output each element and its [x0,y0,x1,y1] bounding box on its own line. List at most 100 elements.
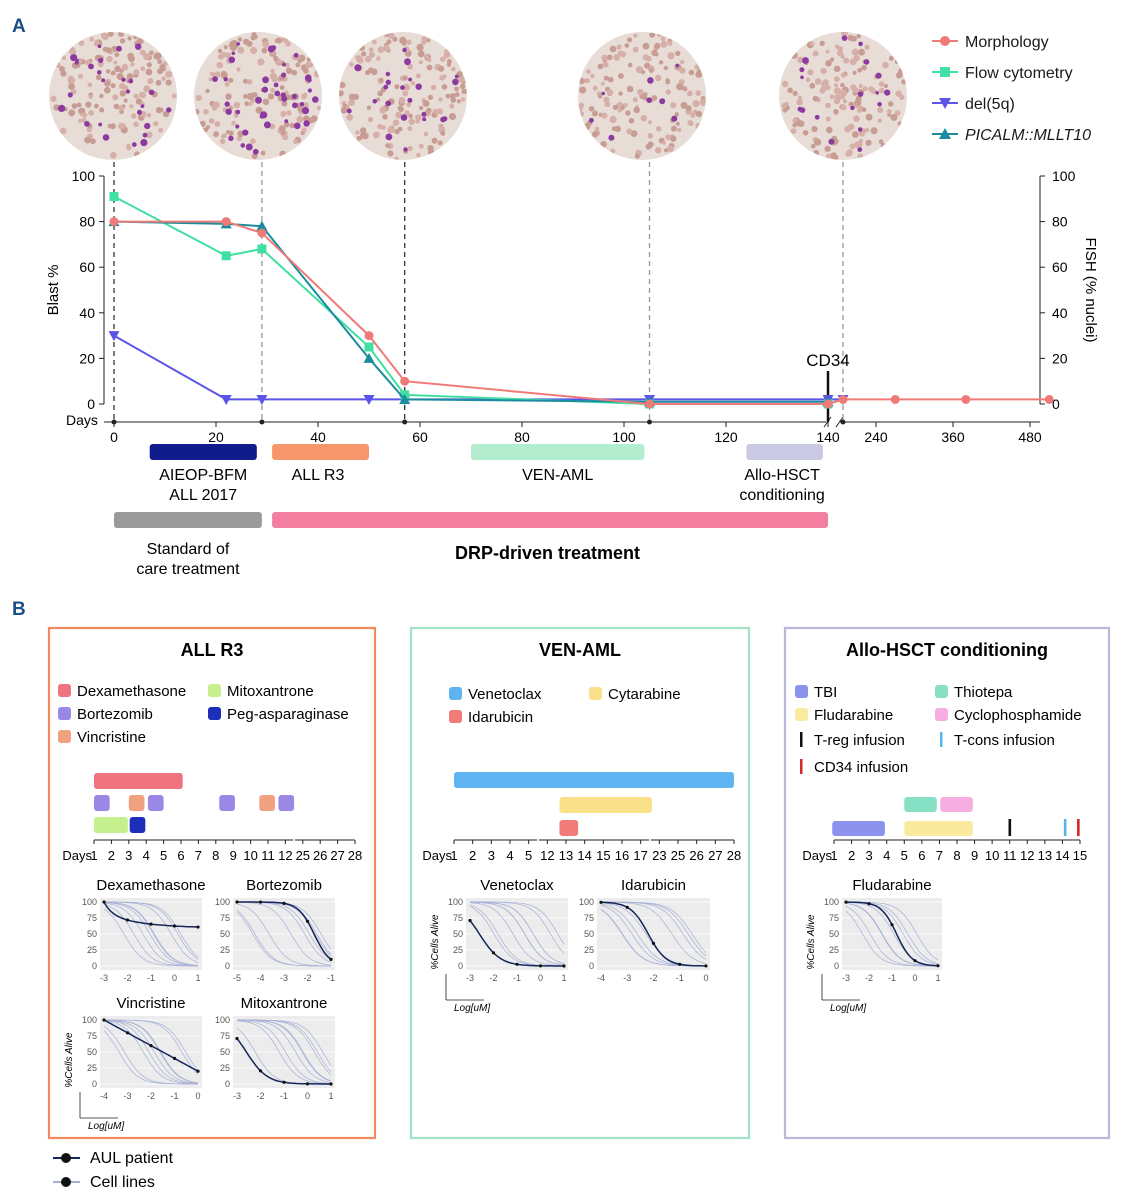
red-cell [445,93,451,99]
red-cell [140,111,147,117]
red-cell [679,59,685,65]
panel-border [409,626,751,1140]
x-tick-label: 140 [816,429,840,445]
red-cell [269,72,277,80]
blast-cell [128,78,134,84]
panel-title: VEN-AML [539,640,621,660]
red-cell [346,114,354,121]
red-cell [243,78,248,84]
red-cell [456,99,461,104]
patient-point [704,964,708,968]
red-cell [426,107,432,114]
red-cell [790,51,798,59]
red-cell [677,127,682,132]
blast-cell [850,105,855,111]
left-y-tick-label: 0 [87,396,95,412]
red-cell [590,73,595,79]
days-tick-label: 8 [953,848,960,863]
legend-marker [940,67,950,77]
red-cell [270,68,275,73]
schedule-bar-vincristine [259,795,275,811]
days-tick-label: 10 [985,848,999,863]
patient-point [149,1044,153,1048]
plot-x-tick-label: -4 [597,973,605,983]
red-cell [454,86,459,92]
red-cell [252,91,258,98]
red-cell [131,113,137,119]
red-cell [624,43,630,48]
plot-y-tick-label: 75 [220,913,230,923]
plot-x-tick-label: -3 [100,973,108,983]
blast-cell [242,129,249,136]
red-cell [888,56,894,61]
blast-cell [408,77,412,82]
right-y-tick-label: 80 [1052,214,1068,230]
aieop-label-line2: ALL 2017 [169,487,237,504]
data-point [645,399,654,409]
red-cell [379,106,387,114]
plot-title: Mitoxantrone [241,995,328,1012]
red-cell [609,45,617,53]
days-tick-label: 9 [971,848,978,863]
patient-point [235,1036,239,1041]
panel-border [47,626,377,1140]
red-cell [679,67,686,74]
blast-cell [403,147,408,152]
cell-line-curve [103,908,198,967]
red-cell [864,128,870,133]
legend-item: PICALM::MLLT10 [932,127,1091,144]
red-cell [820,67,827,75]
plot-y-tick-label: 75 [829,913,839,923]
blast-cell [875,91,879,95]
legend-label: AUL patient [90,1150,174,1167]
plot-y-axis-label: %Cells Alive [806,914,817,970]
red-cell [787,87,793,94]
dose-response-plot: Venetoclax 0 25 50 75 100 -3 -2 -1 0 1 %Cells Alive… [430,877,568,1014]
red-cell [418,60,423,65]
data-point [364,331,374,341]
plot-title: Vincristine [117,995,186,1012]
blast-cell [125,89,131,94]
blast-cell [292,102,298,109]
blast-cell [608,134,615,141]
red-cell [171,93,177,99]
red-cell [416,43,424,52]
days-tick-label: 8 [212,848,219,863]
red-cell [368,67,374,73]
red-cell [426,64,433,71]
red-cell [221,134,226,139]
legend-swatch [935,685,948,698]
red-cell [276,61,281,67]
red-cell [670,135,677,142]
red-cell [654,147,662,154]
legend-item: Morphology [932,34,1049,51]
plot-x-tick-label: -2 [147,1091,155,1101]
sample-dot [402,419,408,425]
red-cell [448,112,457,121]
red-cell [305,61,312,69]
red-cell [608,76,614,83]
blast-cell [857,147,863,152]
red-cell [609,115,617,124]
red-cell [834,83,839,88]
blast-cell [385,71,390,77]
right-y-axis-label: FISH (% nuclei) [1082,237,1099,342]
data-point [961,394,971,404]
days-tick-label: 4 [883,848,890,863]
red-cell [378,77,384,83]
red-cell [356,135,362,141]
patient-point [258,900,263,904]
red-cell [84,59,91,66]
plot-x-tick-label: -3 [466,973,474,983]
red-cell [415,73,421,79]
sample-dot [647,419,652,425]
bottom-legend-item: Cell lines [53,1174,155,1191]
red-cell [133,69,140,76]
days-tick-label: 12 [540,848,554,863]
red-cell [665,79,671,85]
red-cell [661,140,666,145]
legend-label: Venetoclax [468,686,542,703]
red-cell [606,89,614,96]
red-cell [642,42,650,50]
red-cell [641,70,646,75]
